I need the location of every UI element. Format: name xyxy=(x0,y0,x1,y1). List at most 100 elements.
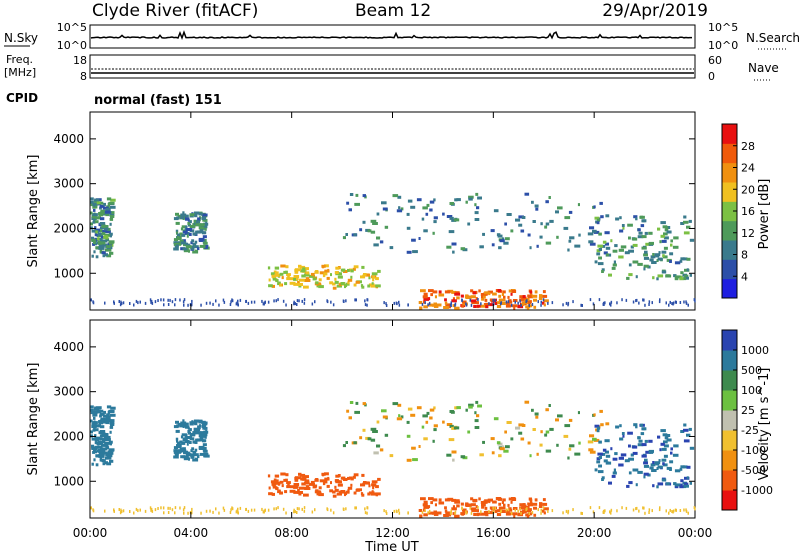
power-cell-band-upper xyxy=(423,229,428,233)
power-cell-band-late xyxy=(649,258,654,262)
power-cell-scatter-04h xyxy=(182,239,186,243)
velocity-cell-band-late xyxy=(660,442,665,446)
power-cell-band-upper xyxy=(518,223,523,227)
power-cell-scatter-04h xyxy=(191,239,195,243)
power-cell-ground xyxy=(277,298,279,302)
power-cell-ground xyxy=(542,298,545,302)
power-cell-band-afternoon-core xyxy=(452,297,455,301)
power-cell-band-late xyxy=(661,239,667,243)
power-cell-band-lower-morning xyxy=(318,285,324,289)
power-cell-band-afternoon-core xyxy=(476,304,481,308)
velocity-cell-band-late xyxy=(656,485,659,489)
power-cell-band-late xyxy=(658,251,661,255)
velocity-cell-band-upper xyxy=(355,401,359,405)
velocity-cell-band-afternoon-core xyxy=(424,505,431,509)
velocity-cell-band-afternoon-core xyxy=(423,500,428,504)
velocity-cell-band-late xyxy=(622,434,625,438)
time-tick-label: 08:00 xyxy=(274,526,309,540)
power-cell-scatter-early xyxy=(109,213,115,217)
power-cell-band-upper xyxy=(422,206,428,210)
power-cell-scatter-04h xyxy=(194,214,198,218)
power-cell-band-late xyxy=(648,241,654,245)
power-cell-band-late xyxy=(657,274,664,278)
velocity-cell-ground xyxy=(517,509,519,513)
time-tick-label: 20:00 xyxy=(577,526,612,540)
power-cell-ground xyxy=(250,300,253,304)
velocity-cell-scatter-04h xyxy=(175,429,180,433)
power-cell-scatter-early xyxy=(106,197,112,201)
velocity-cell-band-lower-morning xyxy=(279,480,284,484)
velocity-cell-ground xyxy=(273,507,275,511)
velocity-cell-band-late xyxy=(618,456,624,460)
station-title: Clyde River (fitACF) xyxy=(92,1,259,21)
power-cell-band-upper xyxy=(392,194,399,198)
power-cell-band-late xyxy=(661,270,667,274)
velocity-cell-ground xyxy=(685,509,688,513)
power-cell-band-upper xyxy=(593,205,596,209)
velocity-cell-band-afternoon-core xyxy=(507,512,512,516)
power-cell-band-lower-morning xyxy=(334,271,339,275)
power-cell-scatter-04h xyxy=(197,247,200,251)
power-cell-scatter-04h xyxy=(182,247,188,251)
velocity-cell-band-lower-morning xyxy=(293,485,298,489)
velocity-cell-scatter-early xyxy=(109,459,114,463)
velocity-cell-band-afternoon-core xyxy=(452,505,455,509)
power-cell-band-afternoon-core xyxy=(461,304,464,308)
velocity-cell-band-afternoon-core xyxy=(519,506,525,510)
velocity-cell-band-lower-morning xyxy=(273,478,277,482)
power-cell-scatter-04h xyxy=(187,222,191,225)
power-cell-band-upper xyxy=(452,250,455,254)
velocity-cell-ground xyxy=(122,509,125,513)
power-cell-band-afternoon-core xyxy=(485,302,489,306)
power-cell-band-upper xyxy=(418,237,421,240)
power-cell-scatter-04h xyxy=(182,230,188,234)
power-cell-ground xyxy=(592,302,595,306)
power-cell-ground xyxy=(567,303,569,307)
power-cell-band-late xyxy=(655,254,660,258)
power-cell-band-lower-morning xyxy=(370,284,377,288)
velocity-cell-ground xyxy=(610,511,612,515)
time-axis-label: Time UT xyxy=(364,540,418,554)
velocity-cell-ground xyxy=(237,511,239,515)
power-cell-band-upper xyxy=(535,207,539,211)
power-cell-scatter-04h xyxy=(202,235,207,239)
power-cell-band-upper xyxy=(346,201,350,205)
velocity-cell-ground xyxy=(144,509,147,513)
power-cell-band-upper xyxy=(564,216,571,220)
power-cell-band-late xyxy=(679,259,683,263)
velocity-cell-band-lower-morning xyxy=(302,475,306,479)
power-cell-band-late xyxy=(683,231,690,235)
power-cell-band-lower-morning xyxy=(335,266,340,270)
power-ytick-label: 4000 xyxy=(53,132,84,146)
power-cell-scatter-early xyxy=(94,220,99,224)
velocity-cell-band-afternoon-core xyxy=(497,497,502,500)
velocity-cell-band-afternoon-core xyxy=(492,500,497,504)
velocity-cell-band-lower-morning xyxy=(298,486,305,490)
velocity-cell-scatter-early xyxy=(93,458,96,462)
velocity-cell-band-afternoon-core xyxy=(438,498,442,502)
power-cell-scatter-04h xyxy=(186,232,190,235)
power-cell-scatter-early xyxy=(106,254,112,258)
velocity-cell-band-late xyxy=(640,423,644,427)
velocity-ytick-label: 1000 xyxy=(53,474,84,488)
nsky-label: N.Sky xyxy=(4,31,38,45)
power-cell-band-late xyxy=(641,219,647,223)
velocity-cell-ground xyxy=(303,509,306,513)
power-cell-scatter-early xyxy=(97,241,102,245)
power-cell-band-upper xyxy=(446,245,452,249)
power-cell-ground xyxy=(247,301,250,305)
velocity-cell-scatter-04h xyxy=(189,433,196,436)
power-cell-ground xyxy=(267,300,270,304)
velocity-cell-band-afternoon-core xyxy=(428,497,434,501)
velocity-cell-scatter-04h xyxy=(179,443,182,447)
power-cell-band-upper xyxy=(595,220,598,224)
power-cell-band-upper xyxy=(400,207,404,211)
power-cell-band-late xyxy=(632,243,638,247)
power-cell-band-upper xyxy=(412,250,418,254)
velocity-cell-ground xyxy=(129,510,131,513)
power-cell-band-lower-morning xyxy=(368,276,371,280)
velocity-cell-band-late xyxy=(596,460,601,464)
velocity-cell-scatter-04h xyxy=(179,447,184,451)
power-cell-band-afternoon-core xyxy=(461,300,467,304)
velocity-cell-ground xyxy=(277,506,279,510)
